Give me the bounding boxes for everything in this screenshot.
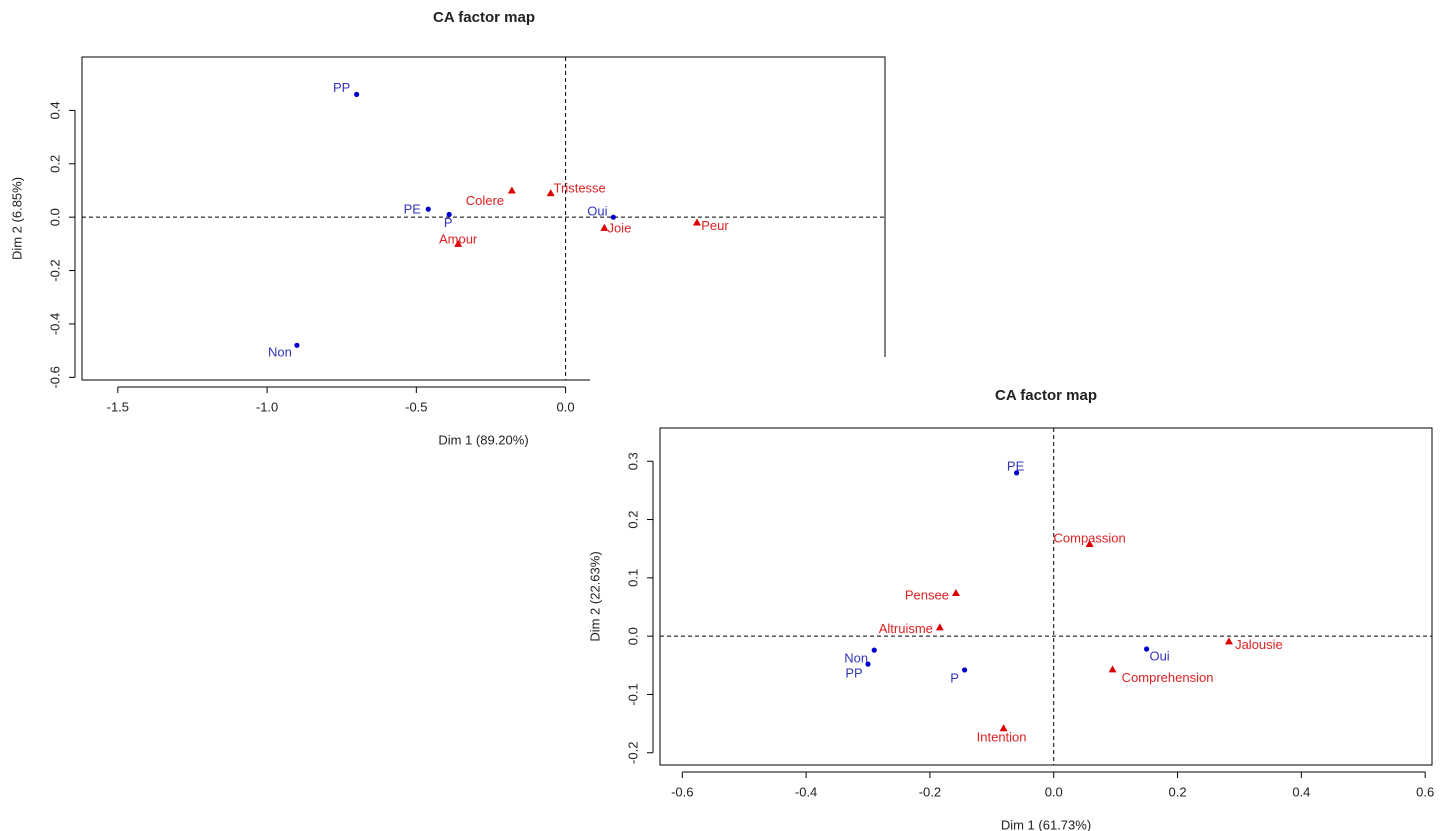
column-point: [1108, 665, 1117, 673]
point-label: PE: [1007, 458, 1025, 473]
column-point: [1224, 637, 1233, 645]
y-axis-label: Dim 2 (22.63%): [587, 551, 602, 641]
point-label: Oui: [1149, 648, 1169, 663]
row-point: [610, 214, 616, 220]
point-label: PP: [845, 666, 862, 681]
column-point: [935, 623, 944, 631]
x-tick-label: 0.0: [557, 399, 575, 414]
y-tick-label: 0.2: [625, 510, 640, 528]
x-tick-label: -0.2: [919, 784, 941, 799]
row-point: [865, 661, 871, 667]
row-point: [961, 667, 968, 673]
x-tick-label: -1.5: [107, 399, 129, 414]
point-label: Oui: [587, 204, 607, 219]
chart: CA factor map -0.6 -0.4 -0.2 0.0 0.2 0.4 0.6 -0.…: [587, 357, 1448, 831]
point-label: Comprehension: [1122, 670, 1214, 685]
y-tick-label: -0.6: [47, 366, 62, 388]
point-label: Colere: [466, 193, 504, 208]
point-label: PP: [333, 80, 350, 95]
column-point: [951, 589, 960, 597]
x-axis-label: Dim 1 (61.73%): [1001, 817, 1091, 831]
x-tick-label: 0.0: [1045, 784, 1063, 799]
y-tick-label: 0.3: [625, 452, 640, 470]
row-point: [446, 211, 452, 218]
x-tick-label: 0.6: [1416, 784, 1434, 799]
point-label: Pensee: [905, 587, 949, 602]
chart-title: CA factor map: [433, 9, 535, 26]
x-tick-label: 0.2: [1169, 784, 1187, 799]
row-point: [294, 342, 300, 348]
row-point: [425, 206, 431, 212]
point-label: Non: [268, 345, 292, 360]
point-label: Amour: [439, 231, 478, 246]
y-tick-label: -0.2: [625, 742, 640, 764]
point-label: P: [950, 670, 959, 685]
column-point: [999, 724, 1008, 732]
y-tick-label: 0.0: [47, 208, 62, 226]
y-tick-label: 0.2: [47, 155, 62, 173]
y-tick-label: 0.1: [625, 569, 640, 587]
x-tick-label: 0.4: [1292, 784, 1310, 799]
column-point: [546, 189, 555, 197]
point-label: Intention: [977, 730, 1027, 745]
column-point: [1085, 540, 1094, 548]
x-tick-label: -0.5: [405, 399, 427, 414]
plot-frame: [659, 427, 1433, 766]
point-label: Altruisme: [879, 621, 933, 636]
chart-title: CA factor map: [995, 387, 1097, 404]
y-tick-label: -0.1: [625, 683, 640, 705]
point-label: Non: [844, 651, 868, 666]
column-point: [507, 186, 516, 194]
point-label: PE: [404, 202, 422, 217]
y-tick-label: 0.0: [625, 627, 640, 645]
chart: CA factor map -1.5 -1.0 -0.5 0.0 -0.6 -0.4 -0.2…: [9, 9, 886, 447]
column-point: [600, 223, 609, 231]
x-tick-label: -1.0: [256, 399, 278, 414]
column-point: [692, 218, 701, 226]
y-tick-label: 0.4: [47, 101, 62, 119]
row-point: [354, 91, 360, 97]
row-point: [1013, 470, 1020, 476]
x-axis-label: Dim 1 (89.20%): [438, 432, 528, 447]
x-tick-label: -0.6: [671, 784, 693, 799]
y-axis-label: Dim 2 (6.85%): [9, 177, 24, 260]
plot-frame: [81, 56, 886, 381]
point-label: Compassion: [1054, 530, 1126, 545]
column-point: [454, 239, 463, 247]
y-tick-label: -0.4: [47, 313, 62, 335]
row-point: [871, 647, 877, 653]
x-tick-label: -0.4: [795, 784, 817, 799]
y-tick-label: -0.2: [47, 259, 62, 281]
point-label: Peur: [701, 218, 729, 233]
point-label: Joie: [607, 220, 631, 235]
chart-background: [590, 357, 1448, 831]
row-point: [1144, 646, 1150, 652]
point-label: P: [444, 215, 453, 230]
point-label: Tristesse: [554, 181, 606, 196]
point-label: Jalousie: [1235, 637, 1283, 652]
